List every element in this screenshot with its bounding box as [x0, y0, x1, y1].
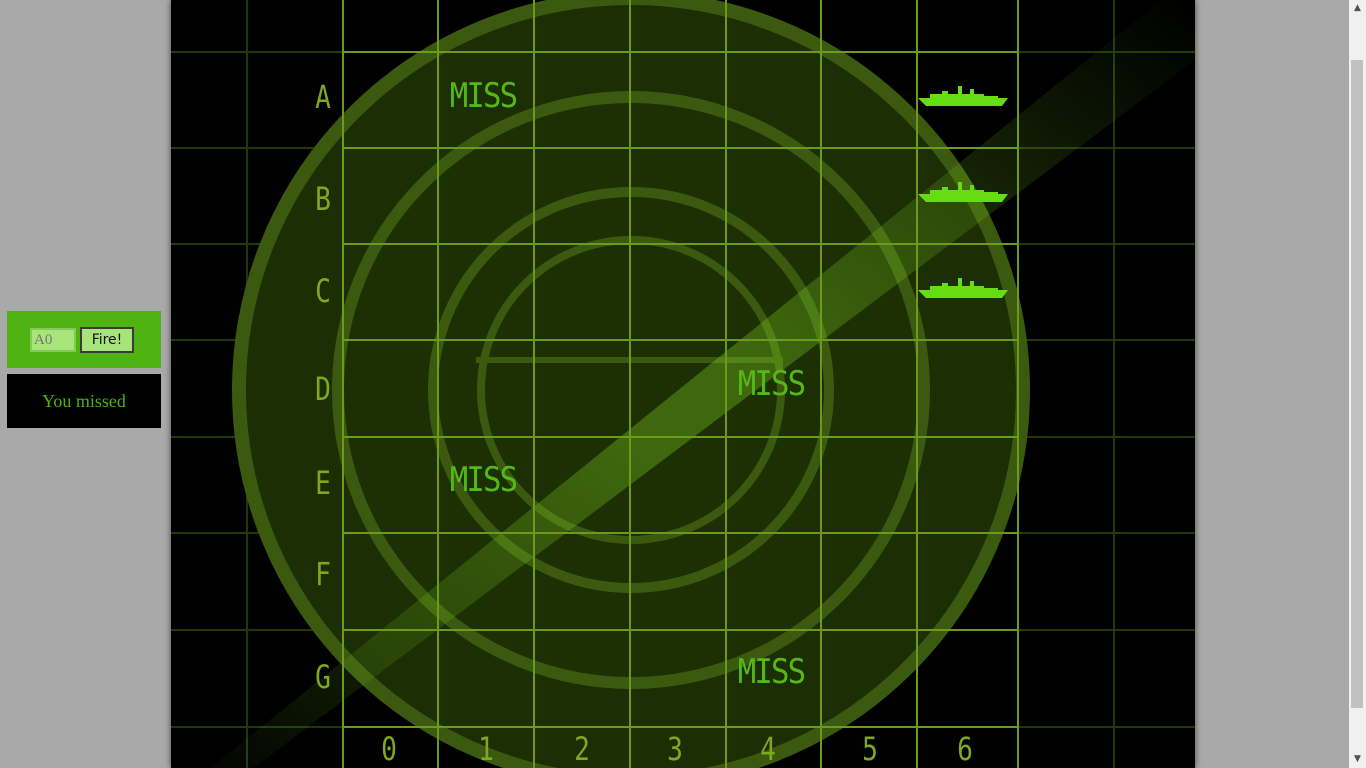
scroll-thumb[interactable] — [1351, 60, 1363, 708]
battleship-icon — [918, 182, 1008, 202]
miss-marker-e1: MISS — [449, 460, 518, 500]
miss-marker-g4: MISS — [737, 652, 806, 692]
row-label-f: F — [315, 555, 331, 593]
row-label-a: A — [315, 78, 331, 116]
col-label-2: 2 — [574, 730, 590, 768]
message-area: You missed — [7, 374, 161, 428]
row-label-b: B — [315, 180, 331, 218]
row-label-c: C — [315, 272, 331, 310]
page-scrollbar[interactable]: ▲ ▼ — [1349, 0, 1366, 768]
col-label-6: 6 — [957, 730, 973, 768]
scroll-down-icon[interactable]: ▼ — [1354, 754, 1361, 764]
control-panel: Fire! — [7, 311, 161, 368]
row-label-g: G — [315, 658, 331, 696]
scroll-up-icon[interactable]: ▲ — [1354, 3, 1361, 13]
row-label-d: D — [315, 370, 331, 408]
row-label-e: E — [315, 464, 331, 502]
miss-marker-a1: MISS — [449, 76, 518, 116]
col-label-3: 3 — [667, 730, 683, 768]
col-label-0: 0 — [381, 730, 397, 768]
battleship-icon — [918, 86, 1008, 106]
guess-input[interactable] — [30, 328, 76, 352]
miss-marker-d4: MISS — [737, 364, 806, 404]
col-label-1: 1 — [478, 730, 494, 768]
battleship-icon — [918, 278, 1008, 298]
col-label-5: 5 — [862, 730, 878, 768]
col-label-4: 4 — [760, 730, 776, 768]
radar-board[interactable]: A B C D E F G 0 1 2 3 4 5 6 MISS MISS MI… — [171, 0, 1195, 768]
fire-button[interactable]: Fire! — [80, 327, 134, 353]
